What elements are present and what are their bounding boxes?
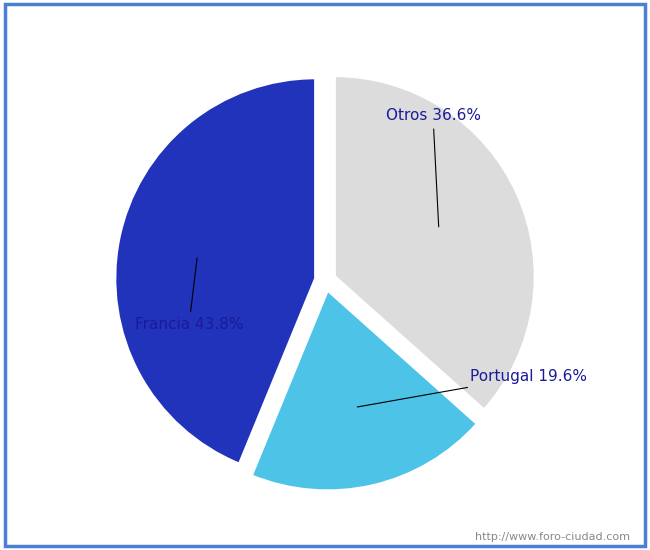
Text: Sahagún - Turistas extranjeros según país - Abril de 2024: Sahagún - Turistas extranjeros según paí… [106,15,544,31]
Wedge shape [335,76,535,410]
Wedge shape [115,78,315,464]
Text: Portugal 19.6%: Portugal 19.6% [358,369,587,407]
Text: Francia 43.8%: Francia 43.8% [135,258,243,332]
Wedge shape [252,290,477,491]
Text: Otros 36.6%: Otros 36.6% [385,108,480,227]
Text: http://www.foro-ciudad.com: http://www.foro-ciudad.com [476,532,630,542]
